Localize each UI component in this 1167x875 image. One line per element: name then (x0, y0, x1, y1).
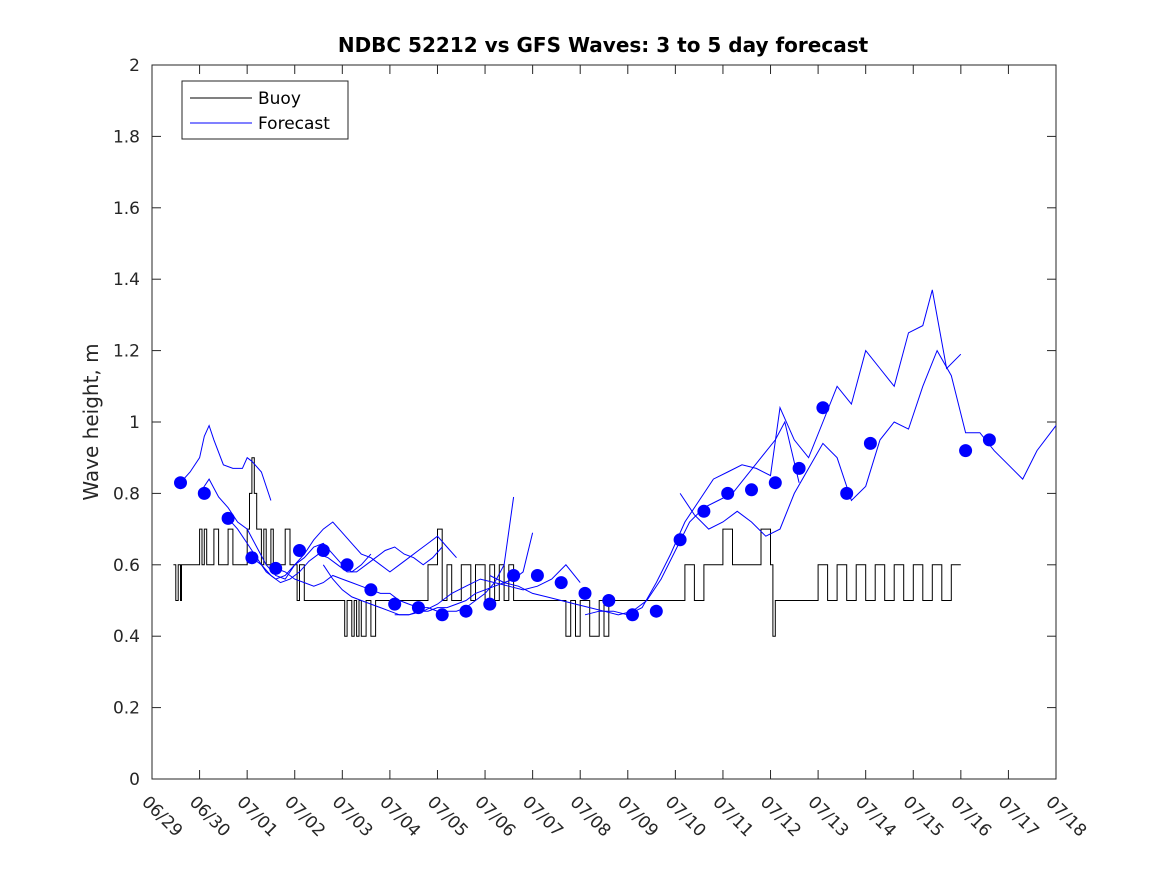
y-tick-label: 1.6 (113, 199, 140, 219)
x-tick-label: 06/30 (185, 792, 234, 841)
forecast-point (316, 544, 330, 557)
x-tick-label: 07/07 (518, 792, 567, 841)
forecast-point (340, 558, 354, 572)
y-tick-label: 0.6 (113, 556, 140, 576)
forecast-point (578, 586, 592, 600)
x-tick-label: 07/10 (661, 792, 710, 841)
forecast-point (435, 608, 449, 622)
x-tick-label: 07/06 (471, 792, 520, 841)
x-tick-label: 07/01 (233, 792, 282, 841)
x-tick-label: 07/14 (851, 792, 900, 841)
y-tick-label: 0 (129, 770, 140, 790)
forecast-line (322, 532, 534, 616)
x-tick-label: 07/13 (804, 792, 853, 841)
x-axis-ticks: 06/2906/3007/0107/0207/0307/0407/0507/06… (137, 65, 1090, 841)
y-tick-label: 0.8 (113, 484, 140, 504)
forecast-point (507, 569, 521, 582)
forecast-point (174, 476, 187, 490)
forecast-line (180, 424, 272, 501)
forecast-point (959, 444, 973, 458)
legend-buoy-label: Buoy (258, 89, 301, 109)
forecast-line (251, 546, 443, 584)
forecast-point (554, 576, 568, 590)
y-tick-label: 1.2 (113, 342, 140, 362)
forecast-point (221, 511, 235, 525)
x-tick-label: 07/05 (423, 792, 472, 841)
x-tick-label: 07/16 (946, 792, 995, 841)
forecast-point (697, 504, 711, 518)
x-tick-label: 07/11 (708, 792, 757, 841)
forecast-point (649, 604, 663, 618)
x-tick-label: 07/08 (566, 792, 615, 841)
axes-box (151, 64, 1057, 780)
forecast-markers (174, 401, 996, 622)
forecast-point (982, 433, 996, 447)
forecast-line (584, 289, 962, 616)
forecast-series (180, 289, 1057, 616)
legend-box (181, 80, 349, 140)
forecast-point (197, 486, 211, 500)
y-tick-label: 0.4 (113, 627, 140, 647)
chart-title: NDBC 52212 vs GFS Waves: 3 to 5 day fore… (338, 33, 869, 57)
forecast-point (245, 551, 259, 565)
forecast-point (816, 401, 830, 415)
forecast-point (483, 597, 497, 611)
y-tick-label: 1.8 (113, 127, 140, 147)
y-tick-label: 1.4 (113, 270, 140, 290)
forecast-point (745, 483, 758, 497)
x-tick-label: 07/17 (994, 792, 1043, 841)
forecast-point (269, 561, 283, 575)
x-tick-label: 07/12 (756, 792, 805, 841)
forecast-point (364, 583, 378, 597)
x-tick-label: 07/15 (899, 792, 948, 841)
legend: Buoy Forecast (181, 80, 349, 140)
forecast-point (673, 533, 687, 547)
forecast-point (411, 601, 425, 615)
x-tick-label: 07/03 (328, 792, 377, 841)
y-tick-label: 0.2 (113, 699, 140, 719)
forecast-point (768, 476, 782, 490)
forecast-point (863, 436, 877, 450)
x-tick-label: 07/18 (1041, 792, 1090, 841)
forecast-point (626, 608, 639, 622)
forecast-line (275, 496, 515, 612)
forecast-point (459, 604, 473, 618)
x-tick-label: 06/29 (137, 792, 186, 841)
forecast-line (489, 420, 800, 616)
forecast-point (602, 594, 616, 607)
y-axis-label: Wave height, m (79, 343, 103, 500)
buoy-line (173, 457, 961, 637)
y-tick-label: 2 (129, 56, 140, 76)
forecast-point (840, 486, 854, 500)
forecast-point (293, 544, 306, 557)
forecast-line (227, 518, 457, 580)
x-tick-label: 07/02 (280, 792, 329, 841)
forecast-point (721, 486, 735, 500)
buoy-series (173, 457, 961, 637)
plot-area: 00.20.40.60.811.21.41.61.82 06/2906/3007… (113, 56, 1090, 841)
forecast-point (530, 569, 544, 582)
legend-forecast-label: Forecast (258, 114, 330, 134)
x-tick-label: 07/04 (375, 792, 424, 841)
y-tick-label: 1 (129, 413, 140, 433)
forecast-point (388, 597, 402, 611)
forecast-point (792, 461, 806, 475)
x-tick-label: 07/09 (613, 792, 662, 841)
y-axis-ticks: 0 0.2 0.4 0.6 0.8 1 1.2 1.4 1.6 1.8 2 (113, 56, 1056, 790)
forecast-line (394, 564, 581, 616)
